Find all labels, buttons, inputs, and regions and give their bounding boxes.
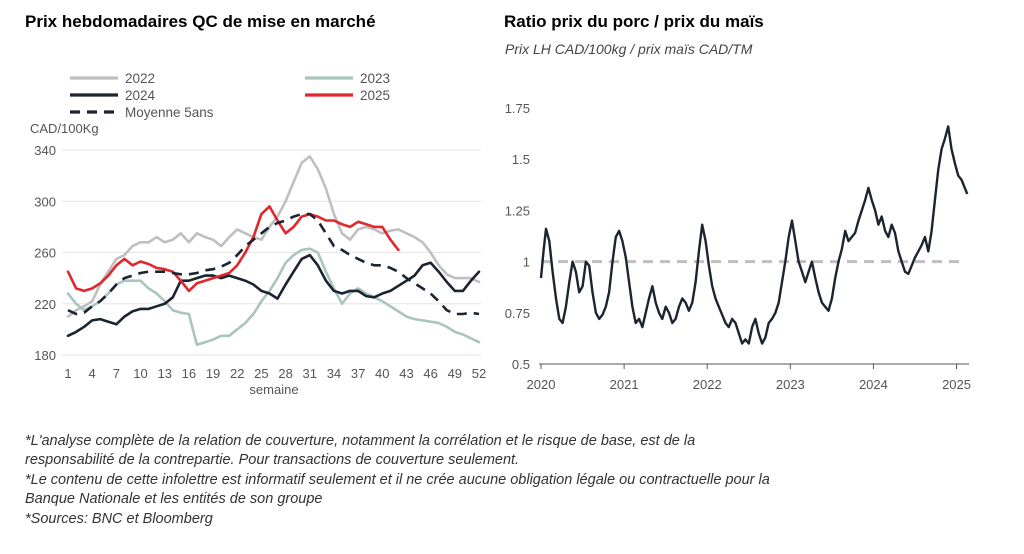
right-chart-subtitle: Prix LH CAD/100kg / prix maïs CAD/TM [505, 41, 753, 57]
legend-label: Moyenne 5ans [125, 105, 214, 120]
y-tick-label: 1 [523, 255, 530, 270]
x-axis-label: semaine [249, 382, 298, 397]
y-axis-label: CAD/100Kg [30, 121, 99, 136]
series-line-2025 [66, 205, 400, 293]
footnote-line: responsabilité de la contrepartie. Pour … [25, 452, 520, 469]
legend-label: 2024 [125, 88, 156, 103]
footnote-line: *Sources: BNC et Bloomberg [25, 510, 213, 527]
x-tick-label: 31 [303, 366, 317, 381]
footnote-line: Banque Nationale et les entités de son g… [25, 491, 323, 508]
footnote-line: *L'analyse complète de la relation de co… [25, 433, 696, 449]
x-tick-label: 49 [448, 366, 462, 381]
weekly-price-chart: 340 300 260 220 180 1 4 7 10 13 16 19 22 25 28 31 34 37 40… [30, 71, 486, 397]
x-tick-label: 1 [64, 366, 71, 381]
ratio-series-line [539, 125, 969, 345]
x-tick-label: 2021 [610, 377, 639, 392]
legend-label: 2025 [360, 88, 390, 103]
x-tick-label: 7 [113, 366, 120, 381]
y-tick-label: 260 [34, 246, 56, 261]
x-tick-label: 2022 [693, 377, 722, 392]
x-tick-label: 28 [278, 366, 292, 381]
x-tick-label: 13 [157, 366, 171, 381]
x-tick-label: 40 [375, 366, 389, 381]
right-chart-title: Ratio prix du porc / prix du maïs [504, 12, 764, 31]
x-tick-label: 52 [472, 366, 486, 381]
hog-corn-ratio-chart: 1.75 1.5 1.25 1 0.75 0.5 2020 2021 2022 2023 2024 2… [505, 101, 971, 392]
y-tick-label: 1.75 [505, 101, 530, 116]
x-tick-label: 25 [254, 366, 268, 381]
x-tick-label: 19 [206, 366, 220, 381]
x-tick-label: 16 [182, 366, 196, 381]
y-tick-label: 340 [34, 143, 56, 158]
x-tick-label: 37 [351, 366, 365, 381]
y-tick-label: 1.25 [505, 203, 530, 218]
legend-label: 2022 [125, 71, 155, 86]
series-line-2022 [66, 155, 481, 318]
y-tick-label: 180 [34, 348, 56, 363]
y-tick-label: 0.5 [512, 357, 530, 372]
y-tick-label: 1.5 [512, 152, 530, 167]
series-line-2023 [66, 247, 481, 347]
y-tick-label: 220 [34, 297, 56, 312]
x-tick-label: 2024 [859, 377, 888, 392]
series-line-moyenne-5ans [67, 212, 480, 316]
series-line-2024 [66, 253, 481, 338]
y-tick-label: 300 [34, 194, 56, 209]
x-tick-label: 46 [423, 366, 437, 381]
x-tick-label: 10 [133, 366, 147, 381]
x-tick-label: 2020 [527, 377, 556, 392]
legend-label: 2023 [360, 71, 390, 86]
footnotes: *L'analyse complète de la relation de co… [25, 432, 985, 529]
footnote-line: *Le contenu de cette infolettre est info… [25, 471, 770, 488]
y-tick-label: 0.75 [505, 306, 530, 321]
x-tick-label: 34 [327, 366, 341, 381]
left-chart-title: Prix hebdomadaires QC de mise en marché [25, 12, 376, 31]
x-tick-label: 2025 [942, 377, 971, 392]
x-tick-label: 2023 [776, 377, 805, 392]
x-tick-label: 4 [89, 366, 96, 381]
x-tick-label: 22 [230, 366, 244, 381]
x-tick-label: 43 [399, 366, 413, 381]
